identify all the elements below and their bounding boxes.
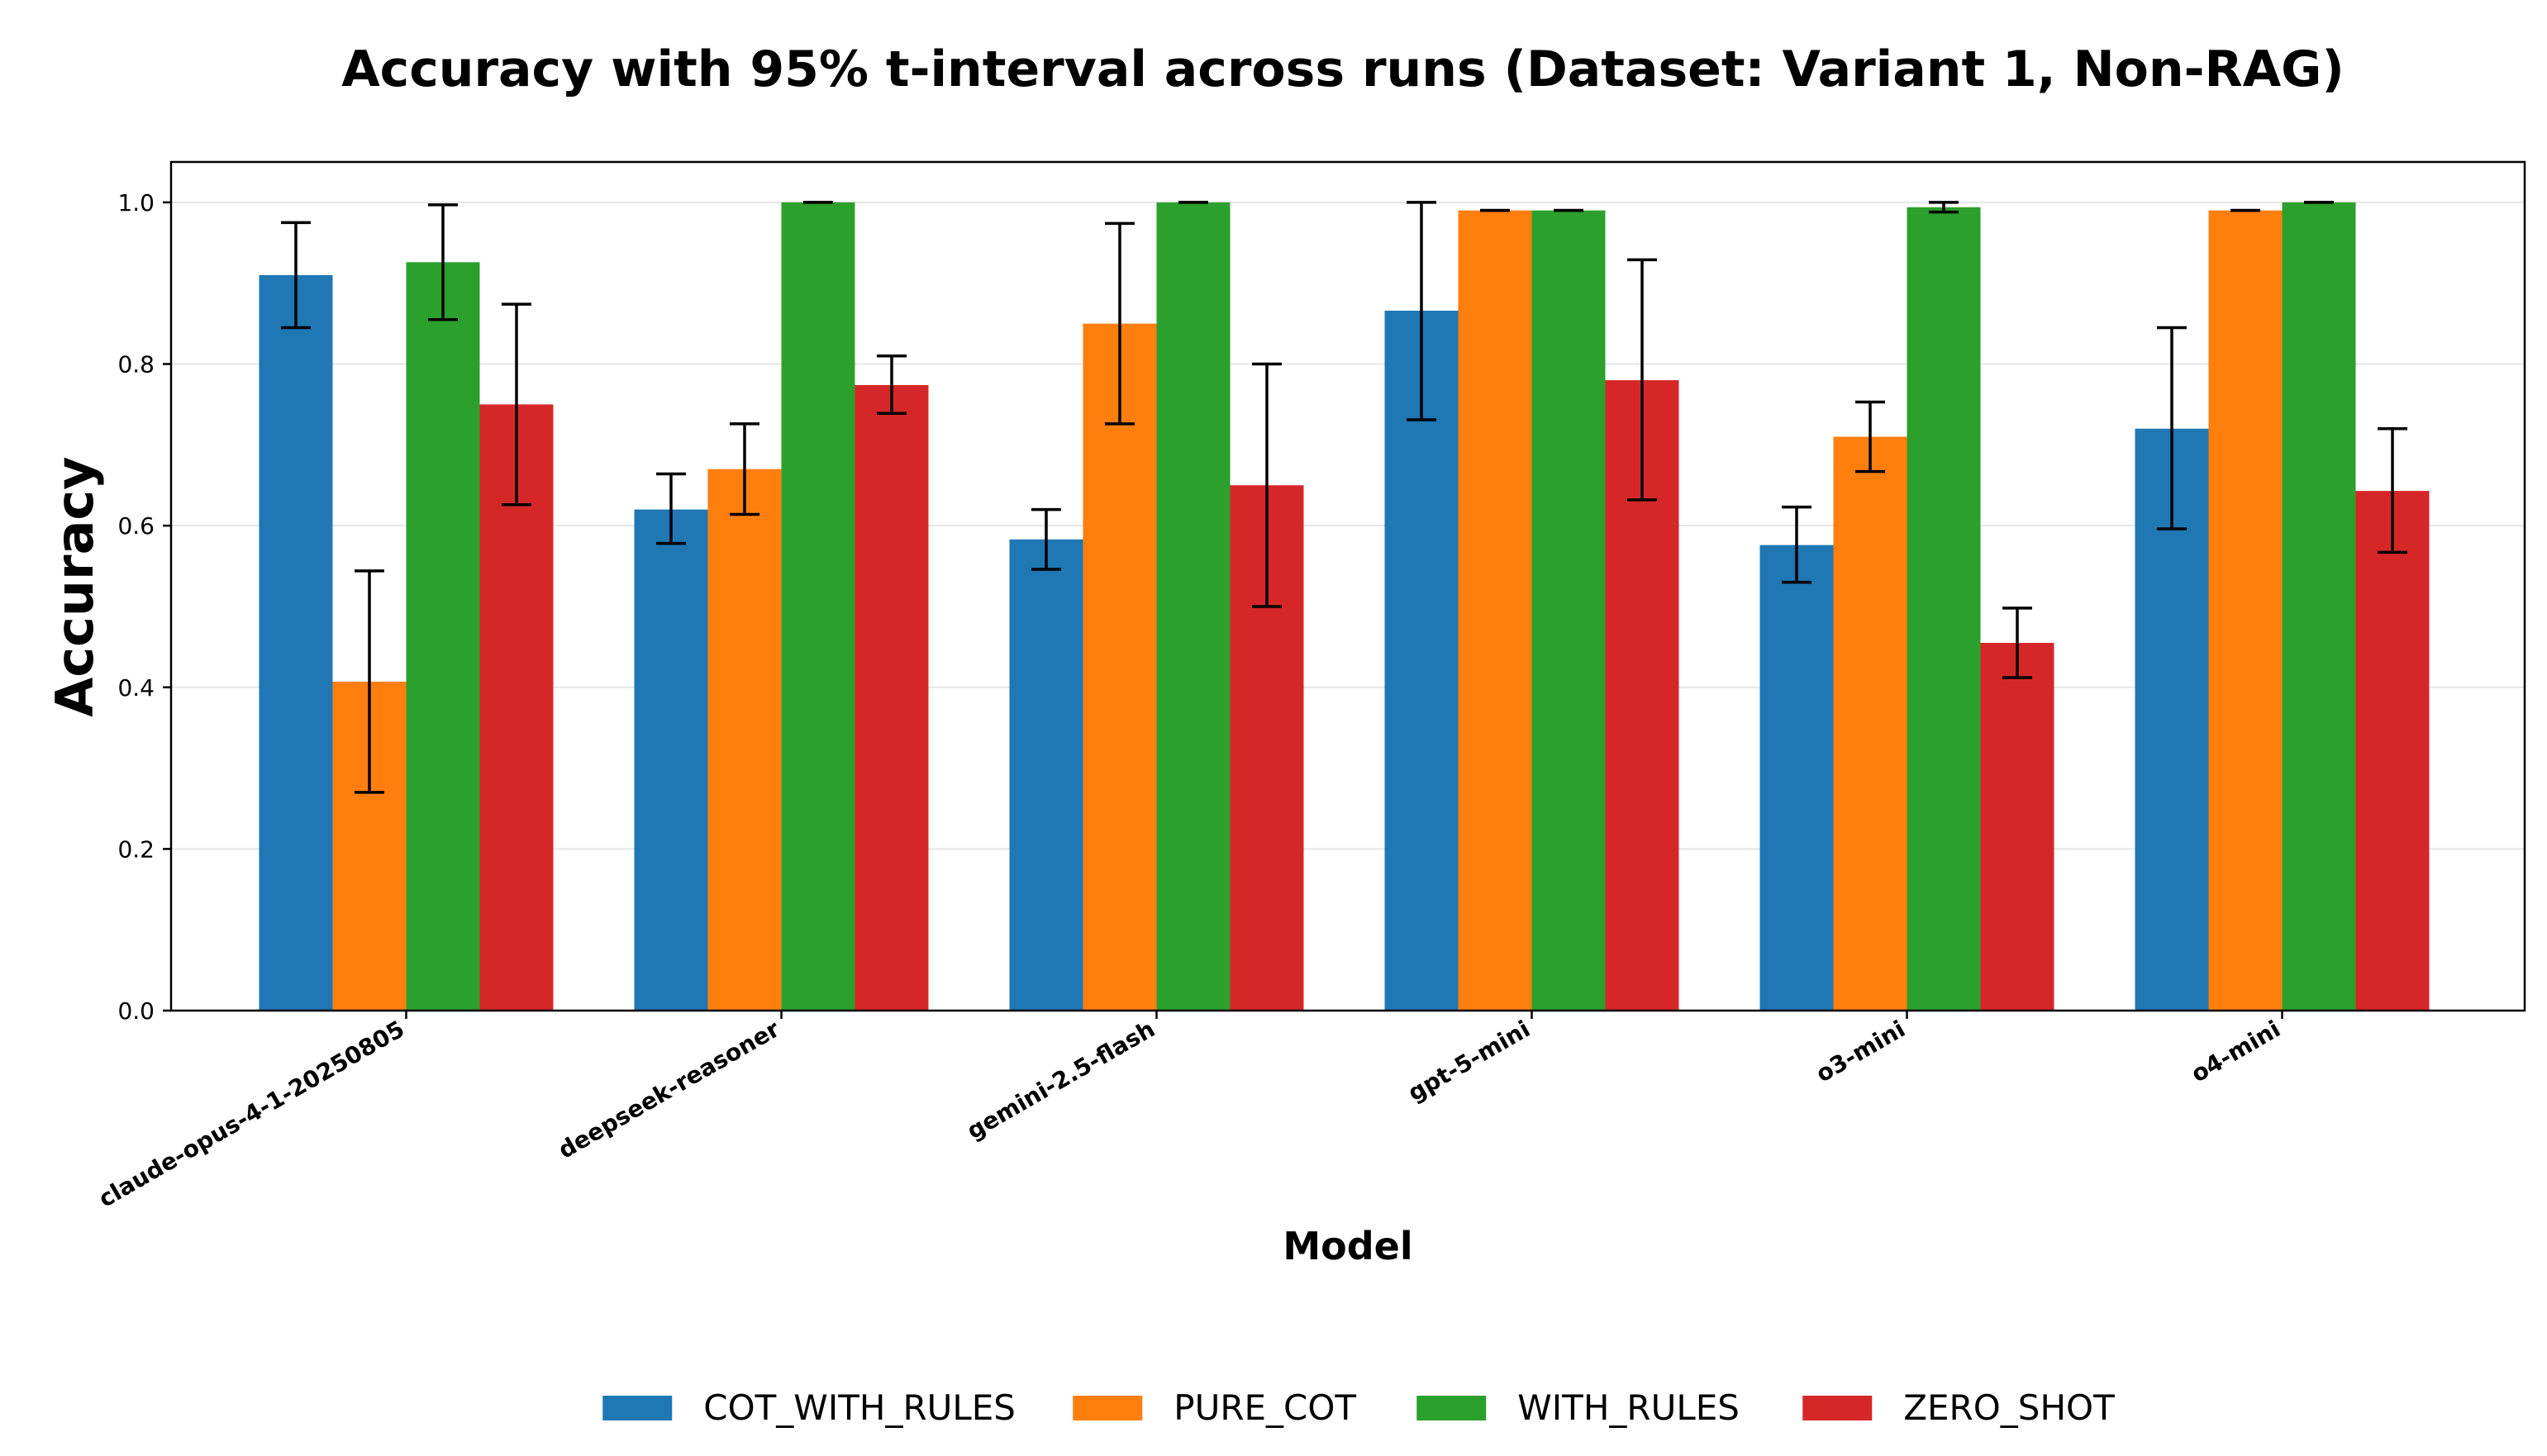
legend-label-pure-cot: PURE_COT: [1174, 1387, 1356, 1428]
legend: COT_WITH_RULES PURE_COT WITH_RULES ZERO_SHO…: [602, 1387, 2115, 1428]
y-tick-label: 0.4: [117, 674, 155, 702]
y-axis-ticks: 0.0 0.2 0.4 0.6 0.8 1.0: [117, 189, 171, 1025]
legend-swatch-cot-with-rules: [602, 1396, 673, 1420]
bar-with-rules-4: [1907, 207, 1981, 1011]
bar-cot-with-rules-3: [1384, 310, 1459, 1011]
bar-with-rules-2: [1156, 202, 1231, 1011]
legend-swatch-pure-cot: [1073, 1396, 1143, 1420]
bar-pure-cot-2: [1083, 323, 1157, 1011]
bar-pure-cot-3: [1458, 210, 1532, 1011]
bar-pure-cot-4: [1833, 436, 1907, 1011]
y-tick-label: 0.2: [117, 835, 155, 863]
y-tick-label: 0.6: [117, 512, 155, 540]
bar-cot-with-rules-0: [259, 274, 333, 1011]
chart-title: Accuracy with 95% t-interval across runs…: [341, 40, 2345, 98]
y-tick-label: 1.0: [117, 189, 155, 216]
bar-cot-with-rules-1: [634, 509, 708, 1011]
x-axis-title: Model: [1283, 1224, 1412, 1268]
legend-swatch-zero-shot: [1802, 1396, 1873, 1420]
y-tick-label: 0.8: [117, 351, 155, 378]
legend-swatch-with-rules: [1416, 1396, 1487, 1420]
bars: [259, 202, 2430, 1011]
bar-with-rules-3: [1531, 210, 1606, 1011]
bar-pure-cot-1: [707, 469, 782, 1011]
legend-label-cot-with-rules: COT_WITH_RULES: [703, 1387, 1016, 1428]
bar-cot-with-rules-4: [1759, 545, 1834, 1011]
bar-zero-shot-4: [1980, 642, 2054, 1011]
bar-pure-cot-5: [2208, 210, 2283, 1011]
error-bars: [281, 201, 2407, 794]
bar-with-rules-0: [406, 262, 480, 1011]
bar-cot-with-rules-2: [1009, 539, 1083, 1011]
y-tick-label: 0.0: [117, 997, 155, 1025]
legend-label-zero-shot: ZERO_SHOT: [1903, 1387, 2115, 1428]
y-axis-title: Accuracy: [45, 456, 105, 716]
legend-label-with-rules: WITH_RULES: [1517, 1387, 1740, 1428]
bar-with-rules-1: [781, 202, 855, 1011]
bar-with-rules-5: [2282, 202, 2356, 1011]
bar-zero-shot-1: [855, 384, 929, 1011]
plot-area-frame: [169, 160, 2526, 1012]
bar-zero-shot-5: [2355, 491, 2430, 1011]
